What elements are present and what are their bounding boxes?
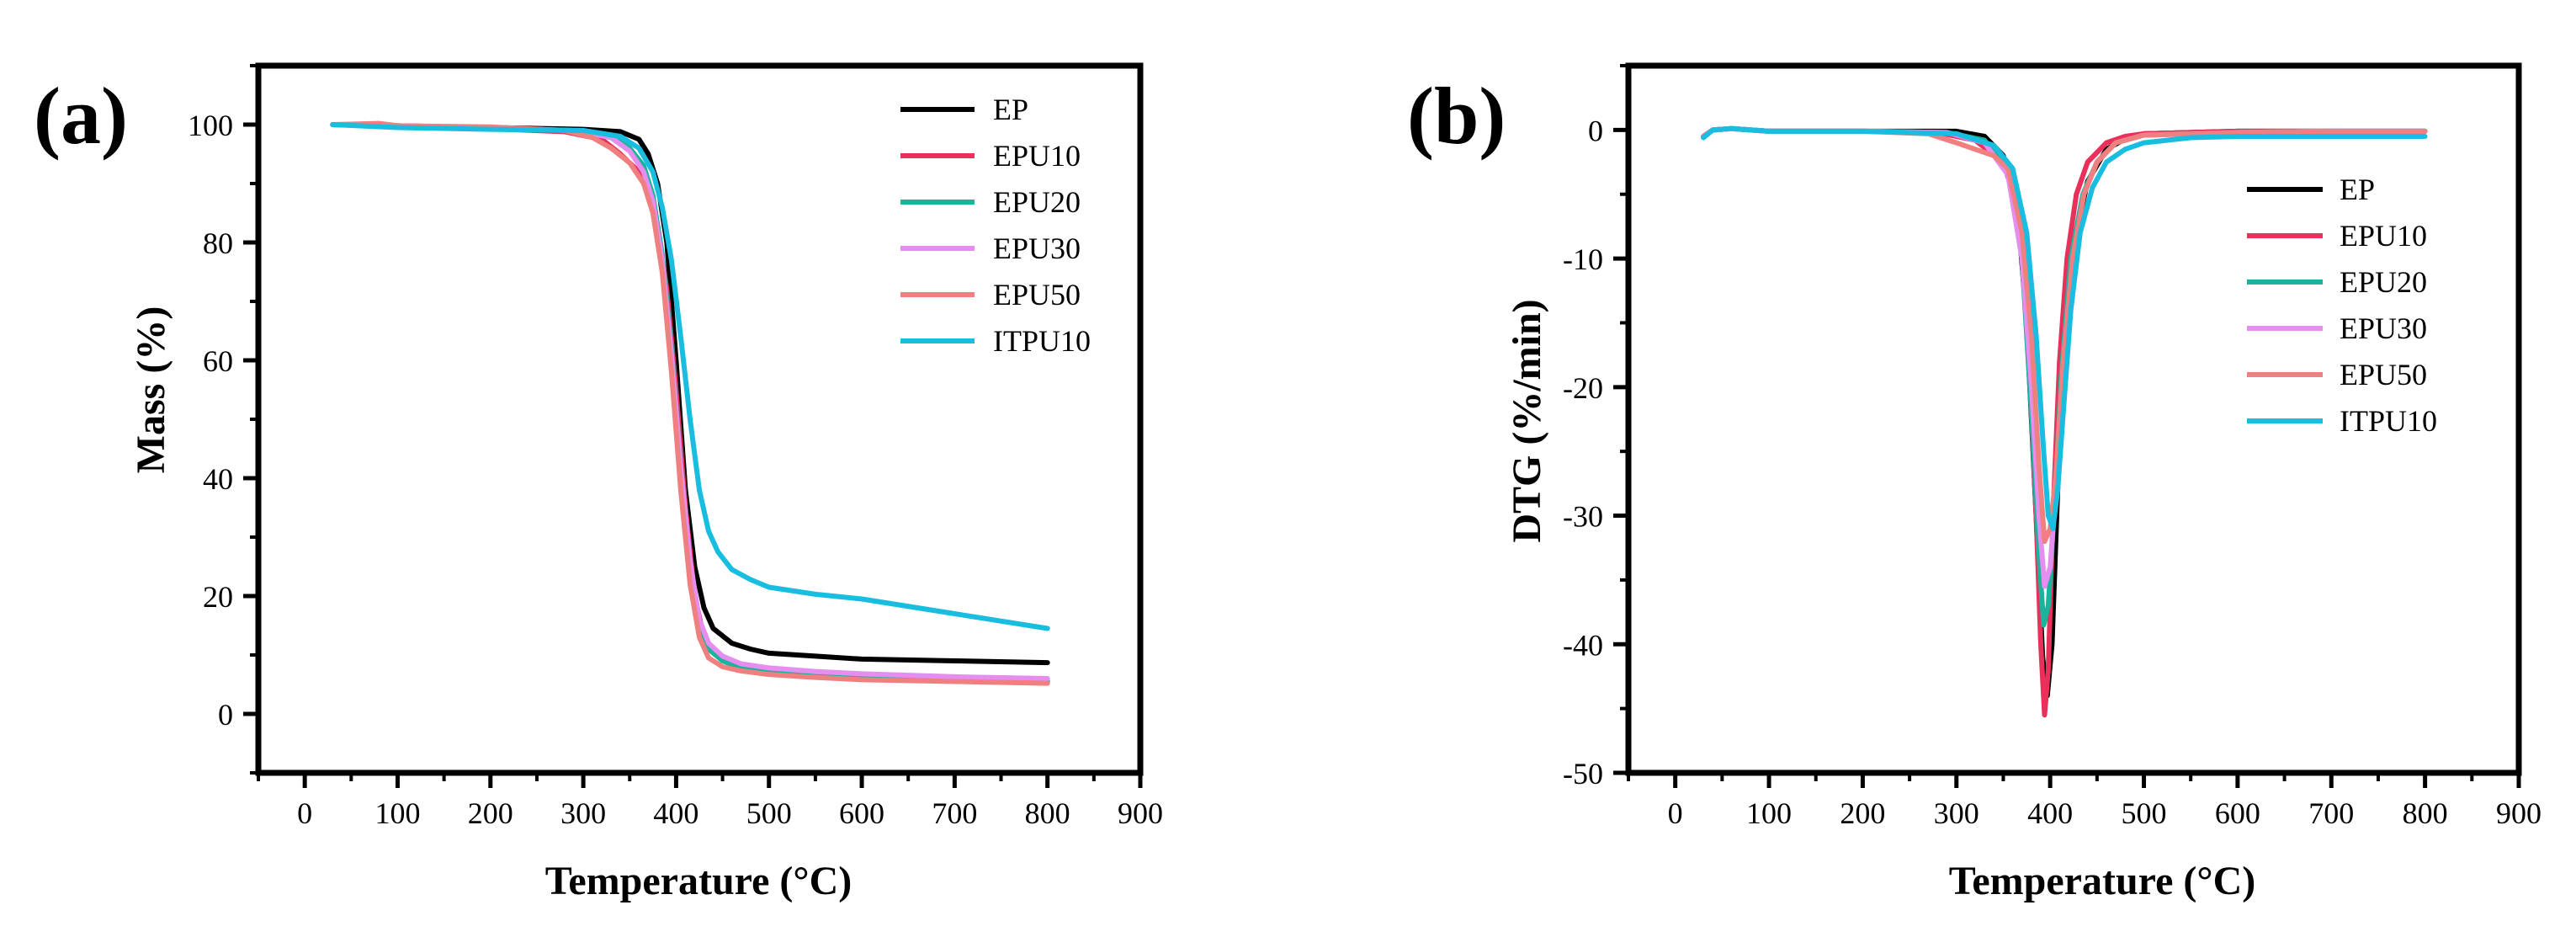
panel-a-plot: 0 100 200 300 400 500 600 700 800 900 0 20 40 60 80 100…	[188, 62, 1163, 830]
panel-b-x-tick-label: 100	[1746, 796, 1792, 830]
panel-b-y-tick-label: -10	[1563, 242, 1603, 276]
panel-a-x-tick-label: 900	[1118, 796, 1163, 830]
panel-b-x-tick-label: 600	[2215, 796, 2260, 830]
panel-a-y-tick-label: 100	[188, 109, 233, 142]
panel-a-y-tick-label: 60	[203, 344, 233, 378]
panel-a-x-tick-label: 400	[653, 796, 698, 830]
panel-a-label: (a)	[34, 71, 128, 161]
panel-b-x-tick-label: 0	[1668, 796, 1683, 830]
panel-b-x-tick-label: 700	[2308, 796, 2354, 830]
panel-b-y-tick-label: -20	[1563, 371, 1603, 405]
panel-a-series-itpu10	[330, 122, 1050, 631]
panel-b-x-tick-label: 400	[2027, 796, 2073, 830]
panel-b-label: (b)	[1407, 71, 1506, 161]
panel-a-x-tick-label: 300	[560, 796, 606, 830]
panel-b-y-axis-label: DTG (%/min)	[1505, 299, 1549, 542]
panel-a: (a) Mass (%) Temperature (°C) 0 100 200 300…	[34, 62, 1163, 903]
panel-b-legend-label-epu20: EPU20	[2340, 265, 2427, 299]
panel-b-axes-frame	[1625, 62, 2522, 776]
panel-b-legend-label-epu30: EPU30	[2340, 311, 2427, 345]
panel-a-x-tick-label: 200	[468, 796, 513, 830]
panel-b-x-axis-label: Temperature (°C)	[1949, 859, 2255, 903]
panel-b-x-tick-label: 900	[2496, 796, 2541, 830]
panel-a-x-tick-label: 800	[1025, 796, 1070, 830]
panel-b-legend-label-epu50: EPU50	[2340, 358, 2427, 391]
panel-b-legend-label-itpu10: ITPU10	[2340, 404, 2437, 438]
panel-a-x-tick-label: 100	[374, 796, 420, 830]
panel-b-y-tick-label: -30	[1563, 500, 1603, 534]
panel-a-y-tick-label: 20	[203, 580, 233, 614]
panel-a-legend-label-ep: EP	[993, 93, 1028, 126]
panel-a-legend-label-epu10: EPU10	[993, 139, 1081, 173]
panel-a-y-tick-label: 80	[203, 226, 233, 260]
panel-a-legend-label-epu50: EPU50	[993, 278, 1081, 311]
panel-b-x-tick-label: 300	[1934, 796, 1979, 830]
panel-b-series-itpu10	[1701, 125, 2428, 531]
panel-b-y-tick-label: 0	[1588, 114, 1603, 147]
panel-b-y-tick-label: -40	[1563, 628, 1603, 662]
panel-b-legend-label-epu10: EPU10	[2340, 219, 2427, 253]
panel-b: (b) DTG (%/min) Temperature (°C) 0 100 200…	[1407, 62, 2541, 903]
panel-a-x-axis-label: Temperature (°C)	[545, 859, 852, 903]
panel-a-y-axis-label: Mass (%)	[129, 306, 173, 474]
panel-b-plot: 0 100 200 300 400 500 600 700 800 900 -50 -40 -30 -20…	[1563, 62, 2541, 830]
panel-b-x-tick-label: 500	[2122, 796, 2167, 830]
panel-b-legend-label-ep: EP	[2340, 173, 2375, 206]
panel-a-legend-label-itpu10: ITPU10	[993, 324, 1091, 358]
panel-b-x-tick-label: 200	[1840, 796, 1885, 830]
panel-a-x-tick-label: 600	[839, 796, 884, 830]
panel-a-x-tick-label: 700	[932, 796, 977, 830]
panel-a-legend-label-epu20: EPU20	[993, 185, 1081, 219]
panel-a-x-tick-label: 500	[746, 796, 792, 830]
panel-a-x-tick-label: 0	[297, 796, 312, 830]
panel-b-y-tick-label: -50	[1563, 757, 1603, 791]
panel-b-x-tick-label: 800	[2403, 796, 2448, 830]
panel-a-legend-label-epu30: EPU30	[993, 232, 1081, 265]
panel-a-y-tick-label: 40	[203, 462, 233, 496]
panel-a-y-tick-label: 0	[218, 698, 233, 732]
